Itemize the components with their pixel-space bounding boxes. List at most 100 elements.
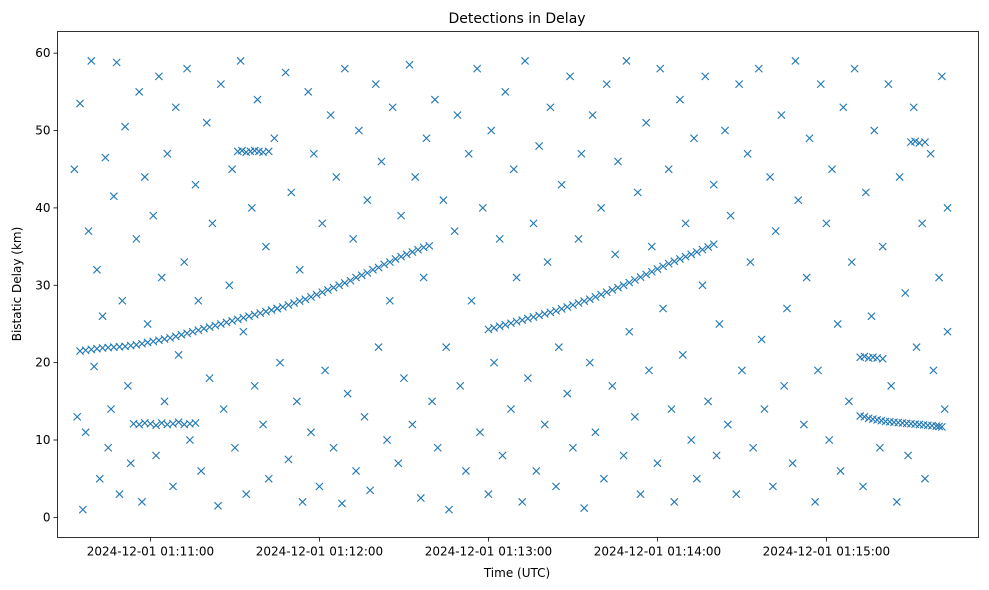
data-point [149, 211, 158, 220]
track-point [495, 322, 504, 331]
data-point [354, 126, 363, 135]
data-point [230, 443, 239, 452]
track-point [245, 312, 254, 321]
data-point [599, 474, 608, 483]
data-point [794, 196, 803, 205]
data-point [487, 126, 496, 135]
track-point [228, 316, 237, 325]
data-point [490, 358, 499, 367]
data-point [568, 443, 577, 452]
data-point [78, 505, 87, 514]
data-point [509, 165, 518, 174]
data-point [428, 397, 437, 406]
data-point [135, 87, 144, 96]
track-point [135, 420, 144, 429]
data-point [501, 87, 510, 96]
data-point [566, 72, 575, 81]
data-point [935, 273, 944, 282]
data-point [870, 126, 879, 135]
data-point [546, 103, 555, 112]
track-point [568, 301, 577, 309]
data-point [757, 335, 766, 344]
data-point [847, 258, 856, 267]
data-point [675, 95, 684, 104]
track-point [687, 250, 696, 259]
data-point [659, 304, 668, 313]
data-point [298, 497, 307, 506]
track-point [709, 240, 718, 249]
data-point [366, 486, 375, 495]
data-point [895, 172, 904, 181]
data-point [554, 343, 563, 352]
data-point [399, 374, 408, 383]
track-point [425, 241, 434, 250]
data-point [73, 412, 82, 421]
data-point [287, 188, 296, 197]
data-point [875, 443, 884, 452]
track-point [346, 276, 355, 285]
data-point [574, 234, 583, 243]
data-point [461, 466, 470, 475]
data-point [315, 482, 324, 491]
track-point [642, 270, 651, 279]
track-point [216, 319, 225, 328]
data-point [236, 56, 245, 65]
data-point [667, 405, 676, 414]
track-point [670, 257, 679, 266]
data-point [647, 242, 656, 251]
track-point [546, 308, 555, 317]
track-point [484, 325, 493, 334]
data-point [726, 211, 735, 220]
data-point [802, 273, 811, 282]
data-point [205, 374, 214, 383]
data-point [433, 443, 442, 452]
data-point [768, 482, 777, 491]
data-point [692, 474, 701, 483]
track-point [168, 419, 177, 428]
data-point [385, 296, 394, 305]
data-point [664, 165, 673, 174]
data-point [780, 381, 789, 390]
track-point [557, 304, 566, 313]
data-point [723, 420, 732, 429]
data-point [552, 482, 561, 491]
track-point [205, 323, 214, 332]
data-point [270, 134, 279, 143]
track-point [574, 299, 583, 308]
data-point [529, 219, 538, 228]
data-point [464, 149, 473, 158]
data-point [642, 118, 651, 127]
track-point [935, 422, 944, 431]
data-point [811, 497, 820, 506]
data-point [261, 242, 270, 251]
track-point [937, 422, 946, 431]
track-point [397, 252, 406, 261]
data-point [174, 350, 183, 359]
data-point [816, 80, 825, 89]
data-point [681, 219, 690, 228]
track-point [630, 275, 639, 284]
data-point [453, 111, 462, 120]
track-point [290, 299, 299, 308]
track-point [501, 320, 510, 329]
track-point [523, 314, 532, 323]
data-point [185, 436, 194, 445]
data-point [813, 366, 822, 375]
track-point [323, 285, 332, 294]
data-point [321, 366, 330, 375]
data-point [115, 490, 124, 499]
data-point [349, 234, 358, 243]
x-tick-label: 2024-12-01 01:11:00 [87, 545, 214, 559]
data-point [160, 397, 169, 406]
data-point [799, 420, 808, 429]
data-point [309, 149, 318, 158]
track-point [636, 273, 645, 282]
data-point [721, 126, 730, 135]
data-point [805, 134, 814, 143]
data-point [152, 451, 161, 460]
data-point [580, 504, 589, 513]
data-point [191, 180, 200, 189]
data-point [709, 180, 718, 189]
track-point [261, 307, 270, 316]
track-point [920, 138, 929, 147]
